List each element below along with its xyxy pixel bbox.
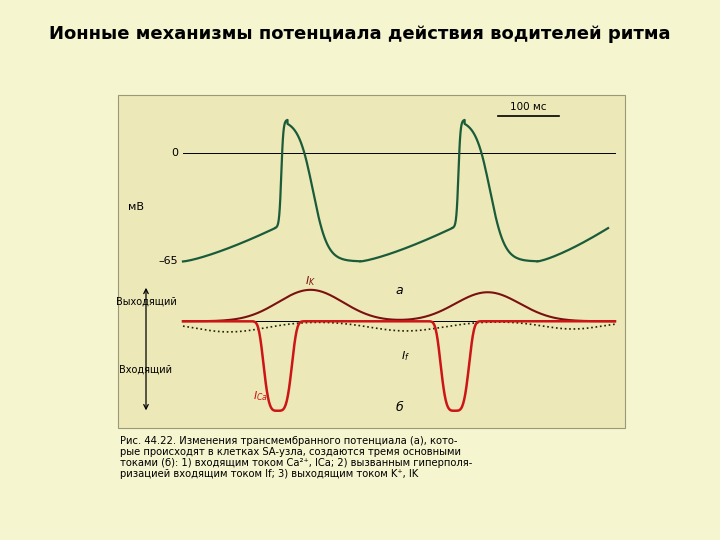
- Text: Входящий: Входящий: [120, 364, 173, 374]
- Text: ризацией входящим током If; 3) выходящим током K⁺, IK: ризацией входящим током If; 3) выходящим…: [120, 469, 418, 479]
- Text: 100 мс: 100 мс: [510, 103, 547, 112]
- Text: б: б: [395, 401, 403, 414]
- Text: рые происходят в клетках SA-узла, создаются тремя основными: рые происходят в клетках SA-узла, создаю…: [120, 447, 461, 457]
- Text: –65: –65: [158, 256, 178, 266]
- Text: токами (б): 1) входящим током Ca²⁺, ICa; 2) вызванным гиперполя-: токами (б): 1) входящим током Ca²⁺, ICa;…: [120, 458, 472, 468]
- Text: а: а: [395, 284, 402, 297]
- Bar: [118, 95, 625, 428]
- Text: Рис. 44.22. Изменения трансмембранного потенциала (а), кото-: Рис. 44.22. Изменения трансмембранного п…: [120, 436, 457, 446]
- Text: $I_K$: $I_K$: [305, 274, 316, 288]
- Text: мВ: мВ: [128, 202, 144, 212]
- Text: $I_{Ca}$: $I_{Ca}$: [253, 389, 269, 403]
- Text: Выходящий: Выходящий: [116, 296, 176, 306]
- Text: Ионные механизмы потенциала действия водителей ритма: Ионные механизмы потенциала действия вод…: [49, 25, 671, 43]
- Text: $I_f$: $I_f$: [400, 349, 410, 363]
- Text: 0: 0: [171, 148, 178, 158]
